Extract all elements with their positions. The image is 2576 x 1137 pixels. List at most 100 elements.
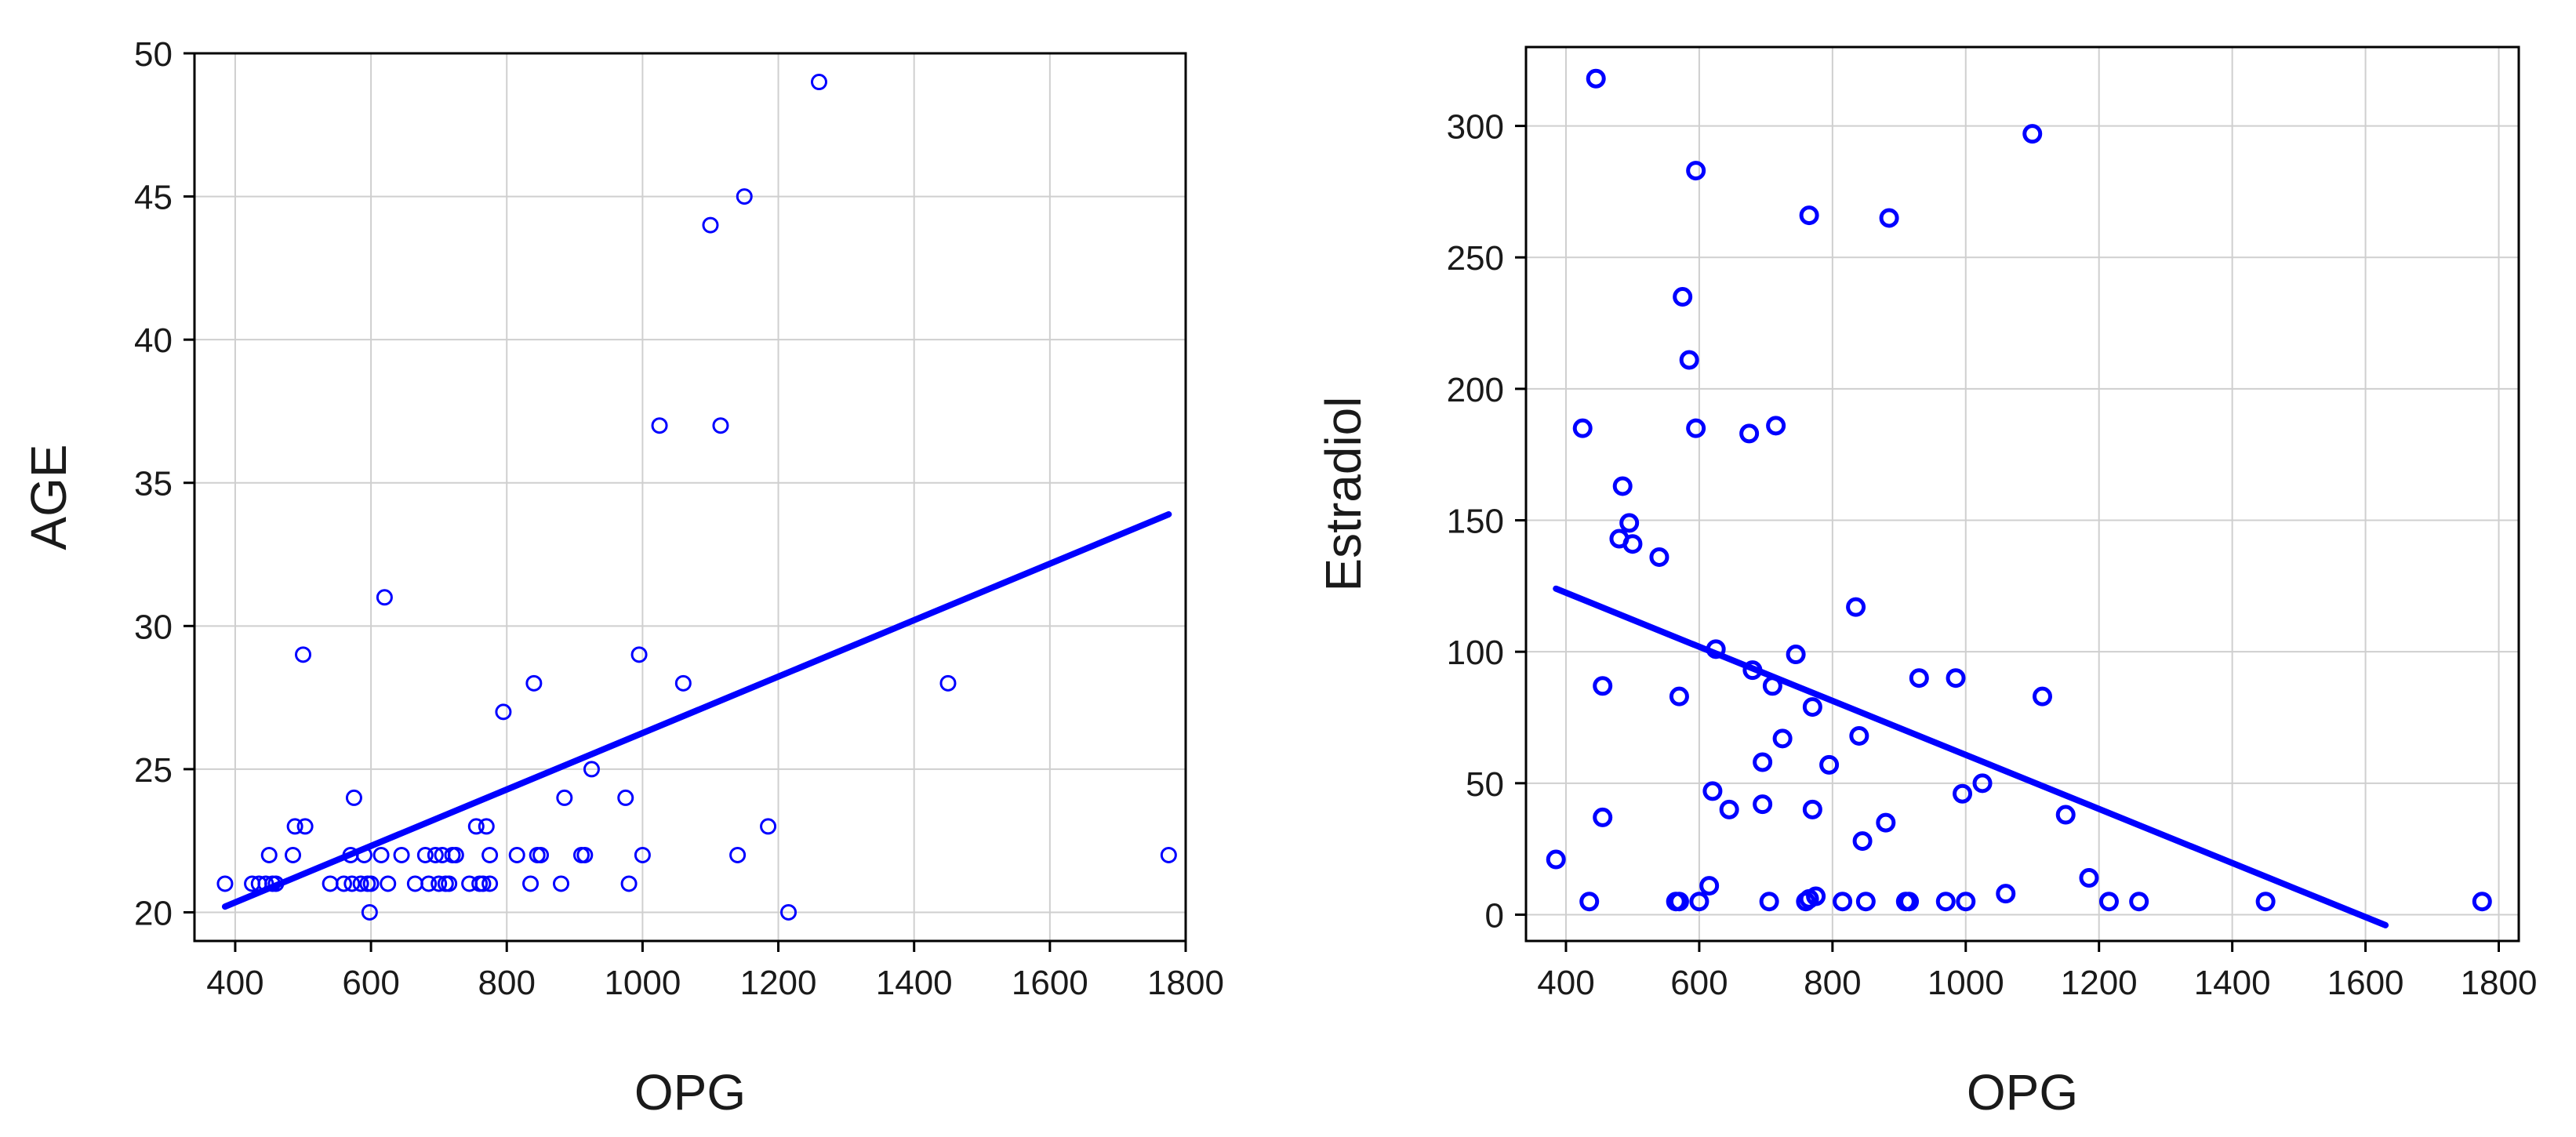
- data-point: [780, 903, 798, 921]
- data-point: [416, 846, 434, 863]
- y-tick-label: 300: [1447, 108, 1504, 147]
- data-point: [393, 846, 410, 863]
- data-point: [620, 875, 638, 892]
- data-point: [1612, 476, 1633, 496]
- data-point: [1996, 884, 2016, 904]
- data-point: [1753, 752, 1773, 772]
- data-point: [481, 846, 499, 863]
- x-tick-label: 1000: [1927, 964, 2004, 1002]
- data-point: [296, 818, 314, 835]
- data-point: [1946, 668, 1966, 688]
- data-point: [1586, 68, 1606, 89]
- y-tick-label: 25: [134, 751, 173, 790]
- trend-line: [1553, 585, 2389, 928]
- data-point: [420, 875, 438, 892]
- data-point: [760, 818, 777, 835]
- data-point: [474, 875, 492, 892]
- data-point: [2079, 868, 2099, 888]
- x-tick-label: 400: [206, 964, 263, 1002]
- data-point: [1572, 418, 1593, 438]
- data-point: [286, 818, 303, 835]
- plot-frame: [193, 52, 1187, 943]
- data-point: [478, 818, 495, 835]
- data-point: [508, 846, 525, 863]
- data-point: [1686, 418, 1706, 438]
- x-tick-label: 600: [1670, 964, 1728, 1002]
- y-tick-label: 45: [134, 179, 173, 217]
- x-tick-label: 1200: [740, 964, 817, 1002]
- data-point: [1669, 892, 1689, 912]
- y-tick-label: 0: [1485, 896, 1504, 935]
- y-tick-label: 35: [134, 465, 173, 503]
- x-tick-label: 1600: [1012, 964, 1088, 1002]
- data-point: [495, 703, 512, 721]
- data-point: [2255, 892, 2276, 912]
- x-axis-label: OPG: [1967, 1064, 2078, 1121]
- data-point: [556, 789, 573, 806]
- data-point: [380, 875, 397, 892]
- data-point: [1160, 846, 1177, 863]
- trend-line: [221, 510, 1172, 910]
- plot-frame: [1524, 45, 2520, 943]
- data-point: [939, 674, 957, 692]
- data-point: [1719, 799, 1739, 819]
- data-point: [427, 846, 444, 863]
- data-point: [1579, 892, 1600, 912]
- data-point: [1759, 892, 1779, 912]
- data-point: [1849, 725, 1869, 746]
- data-point: [345, 789, 362, 806]
- y-tick-label: 100: [1447, 634, 1504, 672]
- data-point: [630, 646, 648, 663]
- data-point: [1679, 350, 1699, 370]
- data-point: [810, 74, 827, 91]
- data-point: [702, 216, 719, 234]
- data-point: [2129, 892, 2149, 912]
- data-point: [1619, 513, 1640, 533]
- data-point: [1546, 849, 1566, 870]
- data-point: [216, 875, 234, 892]
- data-point: [736, 188, 753, 205]
- data-point: [634, 846, 651, 863]
- age-vs-opg-chart: 400 600 800 1000 1200 1400 1600 1800 20 25 30 35 40 4…: [20, 35, 1224, 1121]
- data-point: [1855, 892, 1876, 912]
- x-tick-label: 1400: [2194, 964, 2271, 1002]
- data-point: [712, 417, 729, 434]
- y-tick-label: 200: [1447, 371, 1504, 409]
- data-point: [260, 846, 278, 863]
- y-tick-label: 250: [1447, 239, 1504, 278]
- x-tick-label: 400: [1537, 964, 1594, 1002]
- data-point: [522, 875, 540, 892]
- data-point: [576, 846, 594, 863]
- data-point: [352, 875, 369, 892]
- x-tick-label: 1800: [2461, 964, 2538, 1002]
- data-point: [481, 875, 499, 892]
- x-tick-label: 1400: [876, 964, 953, 1002]
- x-tick-label: 800: [1804, 964, 1861, 1002]
- data-point: [1972, 773, 1993, 794]
- y-tick-label: 50: [1466, 765, 1504, 804]
- x-axis-label: OPG: [634, 1064, 746, 1121]
- data-point: [295, 646, 312, 663]
- data-point: [525, 674, 543, 692]
- data-point: [1772, 728, 1793, 749]
- x-tick-label: 1800: [1147, 964, 1224, 1002]
- data-point: [1739, 423, 1760, 444]
- data-point: [1622, 534, 1643, 554]
- data-point: [1833, 892, 1853, 912]
- data-point: [674, 674, 692, 692]
- data-point: [372, 846, 390, 863]
- x-tick-label: 800: [478, 964, 536, 1002]
- data-point: [1876, 812, 1896, 833]
- data-point: [1909, 668, 1929, 688]
- data-point: [729, 846, 747, 863]
- data-point: [361, 903, 378, 921]
- data-point: [1956, 892, 1976, 912]
- data-point: [362, 875, 380, 892]
- data-point: [1786, 645, 1806, 665]
- data-point: [1806, 886, 1826, 906]
- data-point: [285, 846, 302, 863]
- data-point: [1686, 161, 1706, 181]
- data-point: [1802, 697, 1822, 717]
- data-point: [1593, 676, 1613, 696]
